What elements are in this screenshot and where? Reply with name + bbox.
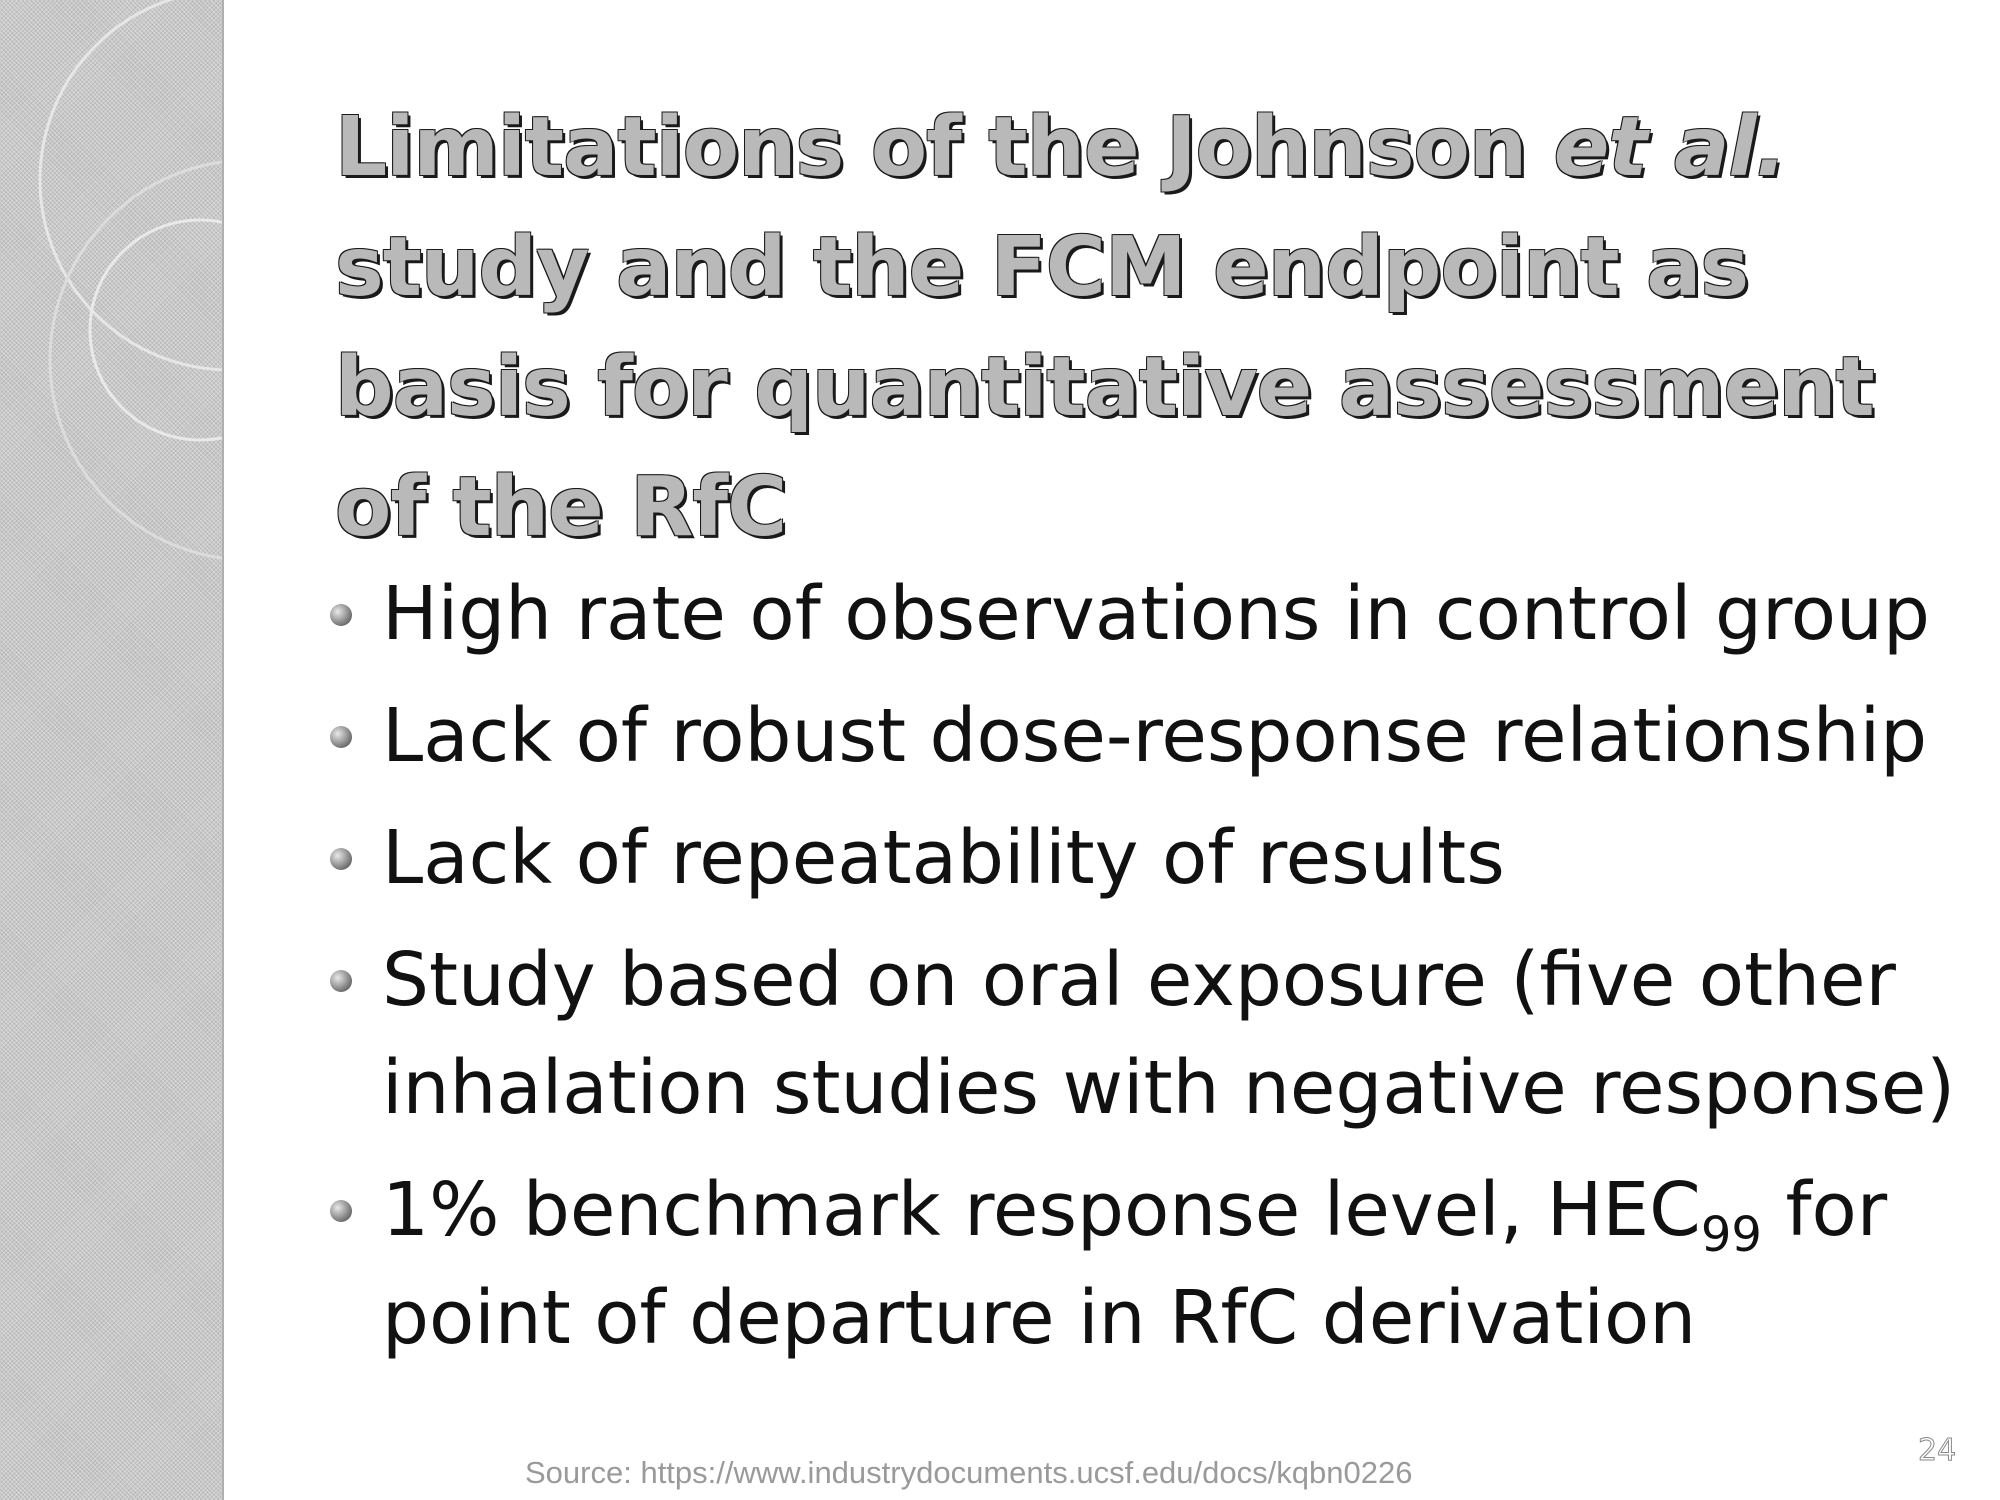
decorative-sidebar <box>0 0 224 1500</box>
bullet-dot-icon <box>330 848 352 870</box>
title-text-italic: et al. <box>1553 100 1787 195</box>
bullet-text: Lack of repeatability of results <box>382 815 1505 901</box>
bullet-subscript: 99 <box>1700 1206 1762 1263</box>
bullet-list: High rate of observations in control gro… <box>330 560 1970 1386</box>
slide-title: Limitations of the Johnson et al. study … <box>335 88 1935 568</box>
bullet-item: Lack of robust dose-response relationshi… <box>330 682 1970 790</box>
bullet-item: 1% benchmark response level, HEC99 for p… <box>330 1156 1970 1372</box>
bullet-text: High rate of observations in control gro… <box>382 571 1930 657</box>
bullet-text: Lack of robust dose-response relationshi… <box>382 693 1928 779</box>
title-text-part2: study and the FCM endpoint as basis for … <box>335 220 1875 555</box>
title-text-part1: Limitations of the Johnson <box>335 100 1554 195</box>
decorative-arcs <box>38 0 222 560</box>
source-footer: Source: https://www.industrydocuments.uc… <box>525 1455 1413 1490</box>
bullet-dot-icon <box>330 604 352 626</box>
bullet-dot-icon <box>330 726 352 748</box>
bullet-dot-icon <box>330 970 352 992</box>
bullet-item: Lack of repeatability of results <box>330 804 1970 912</box>
bullet-item: High rate of observations in control gro… <box>330 560 1970 668</box>
bullet-text: Study based on oral exposure (five other… <box>382 937 1956 1131</box>
bullet-text-after: for point of departure in RfC derivation <box>382 1167 1888 1361</box>
bullet-item: Study based on oral exposure (five other… <box>330 926 1970 1142</box>
bullet-dot-icon <box>330 1200 352 1222</box>
page-number: 24 <box>1917 1433 1957 1469</box>
bullet-text-before: 1% benchmark response level, HEC <box>382 1167 1701 1253</box>
